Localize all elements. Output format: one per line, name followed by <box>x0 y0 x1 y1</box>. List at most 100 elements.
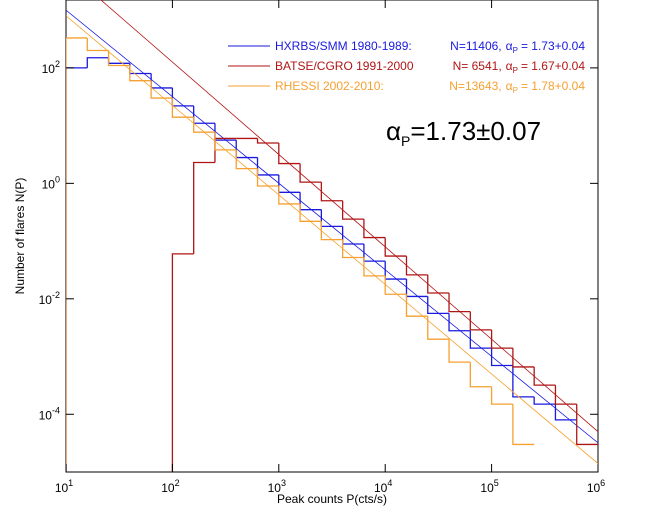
legend-alpha-sub: P <box>513 86 518 95</box>
histogram-step <box>320 182 343 202</box>
histogram-step <box>171 253 194 472</box>
histogram-step <box>405 256 428 276</box>
histogram-step <box>427 274 450 294</box>
annotation-sub: P <box>401 133 410 149</box>
legend-stats: N=13643, αP = 1.78+0.04 <box>449 79 585 95</box>
tick-base: 10 <box>161 481 175 495</box>
histogram-step <box>384 237 407 257</box>
tick-base: 10 <box>39 293 53 307</box>
tick-base: 10 <box>42 177 56 191</box>
legend-alpha: α <box>506 59 513 73</box>
x-axis-label: Peak counts P(cts/s) <box>277 492 387 506</box>
histogram-step <box>490 386 513 405</box>
tick-base: 10 <box>480 481 494 495</box>
histogram-step <box>299 192 322 211</box>
histogram-step <box>363 257 386 277</box>
histogram-step <box>150 80 173 99</box>
histogram-step <box>448 293 471 313</box>
annotation-symbol: α <box>386 116 401 146</box>
tick-base: 10 <box>374 481 388 495</box>
histogram-step <box>384 275 407 295</box>
histogram-step <box>384 261 407 280</box>
legend-stats: N= 6541, αP = 1.67+0.04 <box>453 59 586 75</box>
histogram-step <box>66 37 88 472</box>
y-tick-label: 100 <box>42 174 60 191</box>
tick-power: 0 <box>55 174 60 184</box>
tick-power: 5 <box>494 478 499 488</box>
histogram-step <box>341 226 364 245</box>
histogram-step <box>490 348 513 367</box>
tick-power: 4 <box>387 478 392 488</box>
legend-name: HXRBS/SMM 1980-1989: <box>275 39 412 53</box>
legend-n: N= 6541, <box>453 59 502 73</box>
x-tick-label: 103 <box>268 478 286 495</box>
legend-alpha-value: = 1.73+0.04 <box>521 39 585 53</box>
histogram-step <box>405 294 428 317</box>
legend-name: BATSE/CGRO 1991-2000 <box>275 59 414 73</box>
histogram-step <box>576 404 598 446</box>
histogram-step <box>554 404 577 421</box>
legend-n: N=11406, <box>450 39 502 53</box>
fit-line <box>100 0 598 432</box>
histogram-step <box>533 396 556 405</box>
histogram-step <box>469 362 492 388</box>
histogram-step <box>448 339 471 363</box>
tick-base: 10 <box>55 481 69 495</box>
histogram-step <box>278 185 301 205</box>
legend-n: N=13643, <box>449 79 501 93</box>
histogram-step <box>554 385 577 405</box>
histogram-step <box>533 366 556 386</box>
histogram-step <box>299 203 322 222</box>
legend-alpha-sub: P <box>513 66 518 75</box>
tick-power: 3 <box>281 478 286 488</box>
histogram-step <box>129 65 152 82</box>
histogram-step <box>256 138 279 144</box>
legend-alpha-value: = 1.67+0.04 <box>521 59 585 73</box>
tick-power: 2 <box>55 59 60 69</box>
histogram-step <box>299 163 322 183</box>
histogram-step <box>278 143 301 165</box>
histogram-step <box>341 200 364 220</box>
tick-base: 10 <box>39 408 53 422</box>
x-tick-label: 104 <box>374 478 392 495</box>
histogram-step <box>171 87 194 107</box>
histogram-step <box>427 296 450 314</box>
legend-alpha-sub: P <box>513 46 518 55</box>
tick-base: 10 <box>268 481 282 495</box>
histogram-step <box>490 329 513 349</box>
histogram-step <box>427 316 450 340</box>
histogram-step <box>256 168 279 187</box>
histogram-step <box>363 244 386 262</box>
histogram-step <box>66 67 88 472</box>
tick-base: 10 <box>42 62 56 76</box>
histogram-step <box>341 239 364 259</box>
histogram-step <box>107 50 130 67</box>
histogram-step <box>512 348 535 368</box>
tick-base: 10 <box>587 481 601 495</box>
histogram-step <box>405 279 428 298</box>
histogram-step <box>363 219 386 239</box>
histogram-step <box>150 73 173 89</box>
annotation-text: =1.73±0.07 <box>410 116 541 146</box>
histogram-step <box>469 330 492 349</box>
tick-power: -2 <box>52 290 60 300</box>
histogram-step <box>235 149 258 170</box>
x-tick-label: 105 <box>480 478 498 495</box>
tick-power: 2 <box>175 478 180 488</box>
histogram-step <box>256 157 279 176</box>
legend-alpha: α <box>506 79 513 93</box>
legend-name: RHESSI 2002-2010: <box>275 79 384 93</box>
x-tick-label: 101 <box>55 478 73 495</box>
tick-power: -4 <box>52 405 60 415</box>
y-tick-label: 102 <box>42 59 60 76</box>
histogram-step <box>320 209 343 227</box>
histogram-step <box>193 105 215 124</box>
legend-alpha: α <box>506 39 513 53</box>
histogram-step <box>86 37 109 52</box>
y-tick-label: 10-4 <box>39 405 60 422</box>
histogram-step <box>86 57 109 68</box>
histogram-step <box>193 117 215 133</box>
legend-stats: N=11406, αP = 1.73+0.04 <box>450 39 585 55</box>
histogram-step <box>512 365 535 398</box>
